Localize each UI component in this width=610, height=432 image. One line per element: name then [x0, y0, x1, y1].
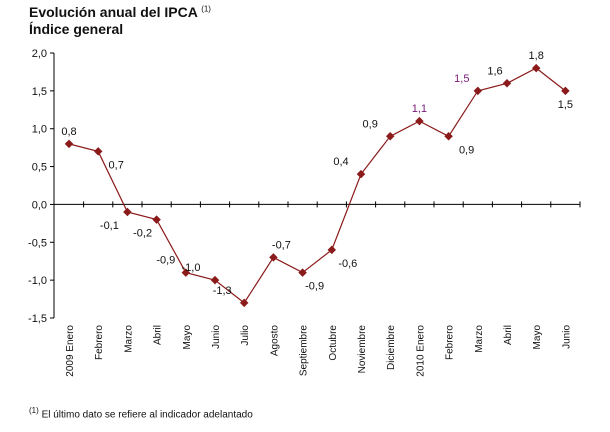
data-label: 0,9: [363, 118, 378, 130]
data-label: 0,4: [333, 156, 348, 168]
data-label: 1,5: [454, 73, 469, 85]
data-label: 0,7: [109, 159, 124, 171]
chart-subtitle: Índice general: [29, 21, 124, 37]
title-text: Evolución anual del IPCA: [29, 4, 198, 20]
chart-title: Evolución anual del IPCA (1): [29, 4, 211, 20]
data-point: [327, 245, 337, 255]
x-tick-label: Julio: [240, 325, 251, 346]
data-label: -0,7: [272, 239, 291, 251]
x-tick-label: Junio: [561, 325, 572, 349]
x-tick-label: Octubre: [328, 325, 339, 361]
x-tick-label: Febrero: [94, 325, 105, 360]
y-tick-label: 0,5: [32, 162, 47, 174]
y-tick-label: 0,0: [32, 199, 47, 211]
data-point: [239, 298, 249, 308]
y-tick-label: 1,5: [32, 86, 47, 98]
x-tick-label: 2010 Enero: [415, 325, 426, 377]
y-tick-label: 2,0: [32, 48, 47, 60]
data-label: -0,1: [100, 220, 119, 232]
footnote-text: El último dato se refiere al indicador a…: [41, 409, 253, 421]
data-point: [298, 268, 307, 277]
y-tick-label: -1,5: [28, 313, 47, 325]
x-tick-label: Agosto: [269, 325, 280, 357]
x-tick-label: Mayo: [532, 325, 543, 350]
data-point: [181, 268, 191, 277]
data-point: [473, 86, 483, 96]
data-label: -1,0: [182, 262, 201, 274]
x-tick-label: Junio: [211, 325, 222, 349]
data-point: [93, 147, 103, 156]
data-point: [356, 169, 366, 179]
x-tick-label: Abril: [503, 325, 514, 345]
x-tick-label: Septiembre: [299, 325, 310, 377]
data-point: [269, 253, 278, 262]
data-label: -0,6: [338, 258, 357, 270]
y-tick-label: 1,0: [32, 124, 47, 136]
footnote: (1) El último dato se refiere al indicad…: [29, 406, 253, 420]
data-point: [123, 207, 132, 217]
x-tick-label: Diciembre: [386, 325, 397, 370]
data-label: -0,9: [156, 255, 175, 267]
x-tick-label: 2009 Enero: [65, 325, 76, 377]
data-label: 1,8: [529, 50, 544, 62]
data-label: 1,5: [558, 99, 573, 111]
x-tick-label: Marzo: [474, 325, 485, 353]
data-label: -1,3: [213, 285, 232, 297]
data-label: 1,6: [487, 65, 502, 77]
data-label: 0,9: [459, 144, 474, 156]
x-tick-label: Noviembre: [357, 325, 368, 374]
data-label: 0,8: [61, 126, 76, 138]
series-line: [68, 67, 566, 304]
data-point: [444, 132, 453, 141]
y-tick-label: -1,0: [28, 275, 47, 287]
data-point: [385, 132, 395, 141]
data-label: -0,2: [133, 228, 152, 240]
data-point: [64, 139, 74, 149]
title-note: (1): [201, 4, 211, 14]
footnote-mark: (1): [29, 406, 39, 415]
data-label: -0,9: [305, 281, 324, 293]
x-tick-label: Abril: [153, 325, 164, 345]
data-point: [502, 79, 512, 88]
data-label: 1,1: [412, 103, 427, 115]
data-point: [152, 215, 161, 224]
y-tick-label: -0,5: [28, 237, 47, 249]
x-tick-label: Febrero: [445, 325, 456, 360]
x-tick-label: Mayo: [182, 325, 193, 350]
data-point: [415, 116, 424, 126]
line-chart: 2,0 1,5 1,0 0,5 0,0 -0,5 -1,0 -1,5 2009 Enero Feb…: [28, 48, 581, 377]
data-point: [210, 275, 220, 285]
x-tick-label: Marzo: [123, 325, 134, 353]
